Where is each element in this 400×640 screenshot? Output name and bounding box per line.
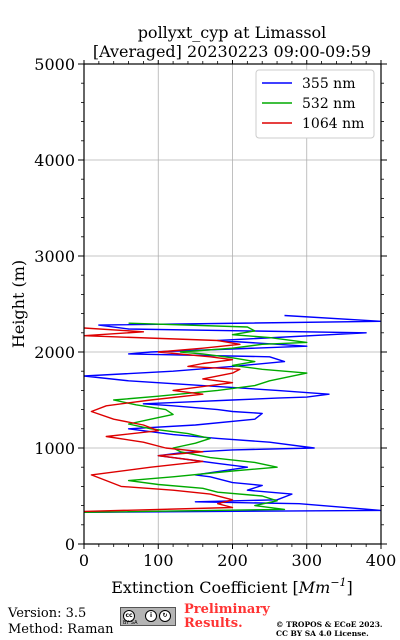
series-line-1064-nm xyxy=(84,327,241,513)
cc-license-badge: cc i ↻ BY SA xyxy=(120,607,176,626)
legend-label: 532 nm xyxy=(302,96,355,112)
x-tick-label: 200 xyxy=(217,551,248,570)
preliminary-notice: Preliminary Results. xyxy=(184,603,270,631)
series-lines xyxy=(84,314,381,513)
y-tick-label: 0 xyxy=(65,535,75,554)
sa-icon: ↻ xyxy=(159,610,171,622)
series-line-355-nm xyxy=(84,314,381,513)
copyright-line-2: CC BY SA 4.0 License. xyxy=(276,629,369,638)
y-tick-labels: 0 1000 2000 3000 4000 5000 xyxy=(34,55,75,554)
series-line-532-nm xyxy=(84,322,308,513)
legend: 355 nm 532 nm 1064 nm xyxy=(255,69,375,139)
y-tick-label: 4000 xyxy=(34,151,75,170)
x-tick-label: 100 xyxy=(143,551,174,570)
chart-title: pollyxt_cyp at Limassol xyxy=(138,23,327,42)
by-icon: i xyxy=(145,610,157,622)
legend-label: 355 nm xyxy=(302,76,355,92)
version-text: Version: 3.5 xyxy=(8,606,87,621)
y-tick-label: 5000 xyxy=(34,55,75,74)
x-axis-label: Extinction Coefficient [Mm−1] xyxy=(111,576,353,597)
legend-label: 1064 nm xyxy=(302,116,364,132)
x-tick-label: 0 xyxy=(79,551,89,570)
preliminary-line-2: Results. xyxy=(184,616,243,631)
x-tick-label: 400 xyxy=(366,551,397,570)
copyright-line-1: © TROPOS & ECoE 2023. xyxy=(276,620,383,629)
y-tick-label: 1000 xyxy=(34,439,75,458)
cc-icon: cc xyxy=(123,610,135,622)
copyright-notice: © TROPOS & ECoE 2023. CC BY SA 4.0 Licen… xyxy=(276,620,383,638)
chart-subtitle: [Averaged] 20230223 09:00-09:59 xyxy=(93,42,371,61)
cc-badge-label: BY SA xyxy=(123,620,138,626)
x-tick-label: 300 xyxy=(291,551,322,570)
y-tick-label: 3000 xyxy=(34,247,75,266)
method-text: Method: Raman xyxy=(8,622,114,637)
y-axis-label: Height (m) xyxy=(9,260,28,348)
x-tick-labels: 0 100 200 300 400 xyxy=(79,551,396,570)
version-block: Version: 3.5 Method: Raman xyxy=(8,606,114,638)
legend-box xyxy=(255,69,375,139)
y-tick-label: 2000 xyxy=(34,343,75,362)
preliminary-line-1: Preliminary xyxy=(184,602,270,617)
axis-ticks xyxy=(78,60,387,549)
